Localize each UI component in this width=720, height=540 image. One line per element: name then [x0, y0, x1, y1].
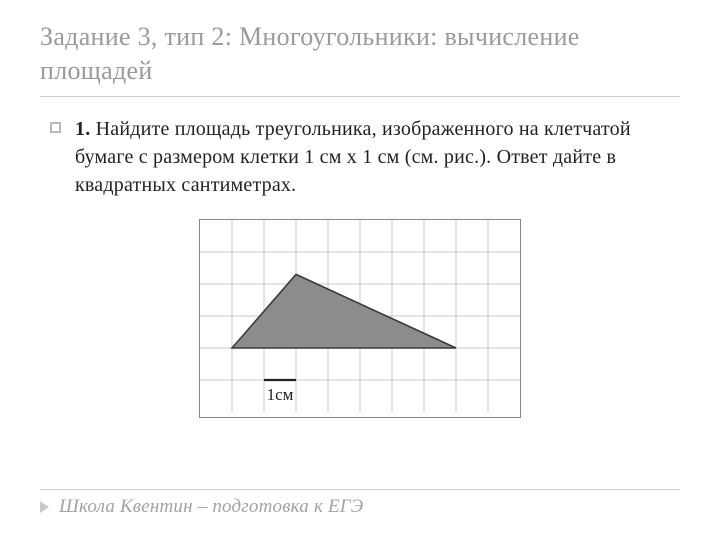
- problem-block: 1. Найдите площадь треугольника, изображ…: [50, 115, 680, 199]
- problem-number: 1.: [75, 118, 90, 140]
- arrow-icon: [40, 501, 49, 513]
- footer-row: Школа Квентин – подготовка к ЕГЭ: [40, 496, 680, 518]
- bullet-icon: [50, 122, 61, 133]
- footer-text: Школа Квентин – подготовка к ЕГЭ: [59, 496, 363, 518]
- figure-container: 1см: [40, 219, 680, 418]
- problem-body: Найдите площадь треугольника, изображенн…: [75, 118, 631, 196]
- grid-svg: 1см: [200, 220, 520, 412]
- footer: Школа Квентин – подготовка к ЕГЭ: [40, 489, 680, 518]
- page-title: Задание 3, тип 2: Многоугольники: вычисл…: [40, 20, 680, 88]
- footer-divider: [40, 489, 680, 490]
- grid-figure: 1см: [199, 219, 521, 418]
- problem-text: 1. Найдите площадь треугольника, изображ…: [75, 115, 680, 199]
- title-divider: [40, 96, 680, 97]
- svg-text:1см: 1см: [267, 385, 294, 404]
